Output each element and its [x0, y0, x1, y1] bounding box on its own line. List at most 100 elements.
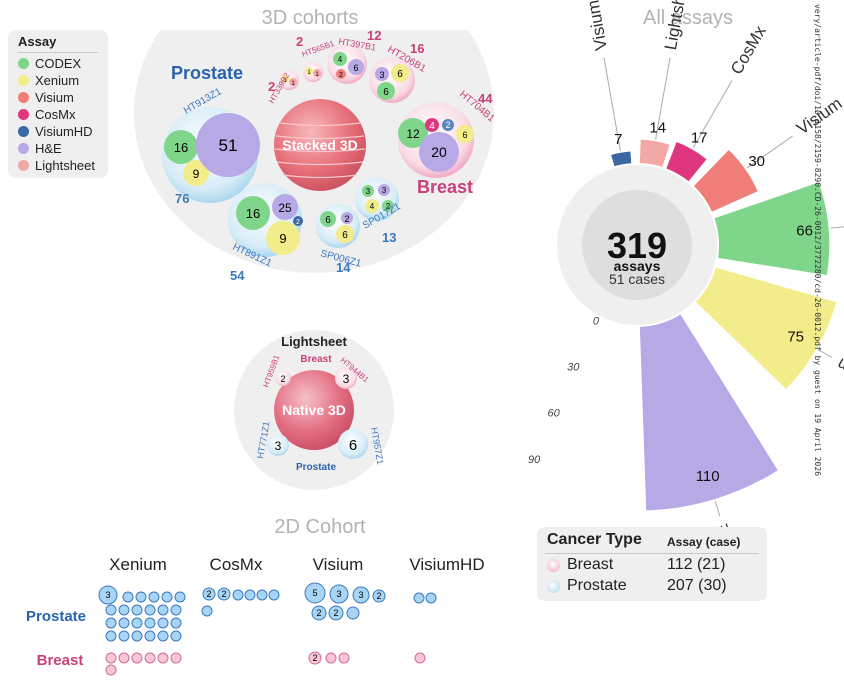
sample-dot [118, 617, 130, 629]
sample-dot [118, 630, 130, 642]
sample-total: 2 [296, 34, 303, 49]
assay-case-header: Assay (case) [667, 535, 741, 549]
sample-dot [157, 604, 169, 616]
native-value: 3 [343, 372, 350, 386]
sample-dot [170, 652, 182, 664]
part-value: 2 [386, 202, 391, 211]
sample-dot [338, 652, 350, 664]
leader-line [746, 135, 793, 169]
dot-label: 2 [333, 608, 338, 618]
native-sample-HT771Z1: 3 HT771Z1 [255, 421, 289, 459]
sample-dot [131, 652, 143, 664]
sample-total: 44 [478, 91, 493, 106]
sample-total: 14 [336, 260, 351, 275]
sample-dot [414, 652, 426, 664]
part-value: 3 [366, 187, 371, 196]
assay-legend: Assay CODEX Xenium Visium CosMx VisiumHD… [8, 30, 108, 178]
sample-dot [131, 604, 143, 616]
part-value: 2 [339, 72, 343, 79]
category-label: CosMx [727, 22, 770, 78]
legend-title: Assay [18, 34, 57, 49]
sample-dot [308, 651, 322, 665]
sample-dot [157, 652, 169, 664]
part-value: 4 [429, 121, 435, 132]
swatch-xenium [18, 75, 29, 86]
value-label: 75 [787, 329, 804, 346]
sample-dot [157, 617, 169, 629]
sample-dot [170, 617, 182, 629]
sample-dot [201, 605, 213, 617]
sample-total: 16 [410, 41, 424, 56]
native-3d-sphere [274, 370, 354, 450]
native-label: Native 3D [282, 402, 346, 418]
swatch-lightsheet [18, 160, 29, 171]
sample-dot [131, 630, 143, 642]
native-value: 2 [280, 374, 285, 384]
sample-dot [161, 591, 173, 603]
leader-line [655, 57, 671, 140]
value-label: 66 [796, 222, 813, 239]
sample-dot [118, 652, 130, 664]
part-value: 1 [307, 70, 311, 76]
dot-label: 3 [105, 590, 110, 600]
cohorts3d-title: 3D cohorts [262, 7, 359, 29]
total-assays: 319 [607, 225, 667, 266]
sample-dot [105, 604, 117, 616]
col-xenium: Xenium [109, 555, 167, 574]
sample-dot [144, 652, 156, 664]
legend-label: Lightsheet [35, 158, 95, 173]
bar-he [639, 314, 778, 511]
leader-line [603, 57, 621, 151]
radial-tick: 90 [528, 454, 541, 466]
legend-item-visiumhd: VisiumHD [18, 124, 93, 139]
leader-line [692, 80, 733, 148]
native-breast-label: Breast [300, 354, 332, 365]
part-value: 25 [278, 201, 292, 215]
part-value: 9 [193, 167, 200, 181]
row-breast: Breast [37, 652, 84, 669]
legend-item-he: H&E [18, 141, 62, 156]
sample-dot [232, 589, 244, 601]
sample-dot [105, 664, 117, 676]
bar-lightsheet [639, 139, 670, 168]
sample-dot [346, 606, 360, 620]
sample-dot [325, 652, 337, 664]
cohort2d-dots: 3 2 2 5 3 3 22 22 [98, 582, 437, 676]
cohort2d-title: 2D Cohort [274, 516, 366, 538]
legend-label: Visium [35, 90, 74, 105]
radial-tick: 30 [567, 362, 580, 374]
value-label: 110 [696, 468, 720, 485]
part-value: 1 [315, 72, 319, 78]
swatch-he [18, 143, 29, 154]
part-value: 3 [382, 186, 387, 195]
breast-label: Breast [417, 177, 473, 197]
leader-line [714, 500, 721, 517]
sample-dot [144, 630, 156, 642]
sample-dot [174, 591, 186, 603]
sample-dot [329, 584, 349, 604]
dot-label: 3 [336, 589, 341, 599]
sample-dot [304, 582, 326, 604]
part-value: 9 [279, 231, 286, 246]
sample-total: 12 [367, 28, 381, 43]
cancer-divider [545, 553, 759, 554]
legend-label: VisiumHD [35, 124, 93, 139]
bar-visium [693, 149, 758, 212]
legend-item-visium: Visium [18, 90, 74, 105]
sample-dot [144, 617, 156, 629]
sample-dot [118, 604, 130, 616]
cancer-type-title: Cancer Type [547, 531, 642, 548]
bar-codex [714, 182, 830, 276]
sample-total: 76 [175, 191, 189, 206]
part-value: 12 [406, 127, 420, 141]
part-value: 4 [370, 202, 375, 211]
sample-dot [425, 592, 437, 604]
sample-total: 13 [382, 230, 396, 245]
sample-dot [170, 630, 182, 642]
bar-cosmx [666, 141, 707, 182]
dot-label: 2 [206, 589, 211, 599]
part-value: 16 [174, 140, 188, 155]
radial-tick: 0 [593, 315, 600, 327]
part-value: 6 [325, 215, 331, 226]
row-prostate: Prostate [26, 608, 86, 625]
